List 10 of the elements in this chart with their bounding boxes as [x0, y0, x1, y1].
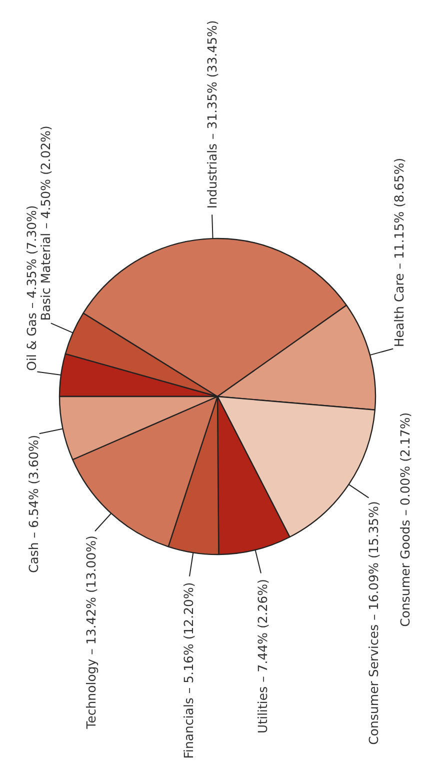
slice-label: Utilities – 7.44% (2.26%)	[254, 579, 270, 734]
slice-label: Industrials – 31.35% (33.45%)	[204, 20, 220, 209]
slice-label: Oil & Gas – 4.35% (7.30%)	[24, 205, 39, 371]
slice-label: Basic Material – 4.50% (2.02%)	[38, 126, 53, 321]
slice-label: Consumer Services – 16.09% (15.35%)	[366, 501, 382, 745]
slice-label: Cash – 6.54% (3.60%)	[26, 434, 41, 574]
slice-label: Health Care – 11.15% (8.65%)	[391, 158, 406, 348]
category-label: Consumer Goods – 0.00% (2.17%)	[397, 412, 412, 627]
slice-label: Financials – 5.16% (12.20%)	[181, 582, 196, 759]
slice-label: Technology – 13.42% (13.00%)	[83, 536, 98, 730]
